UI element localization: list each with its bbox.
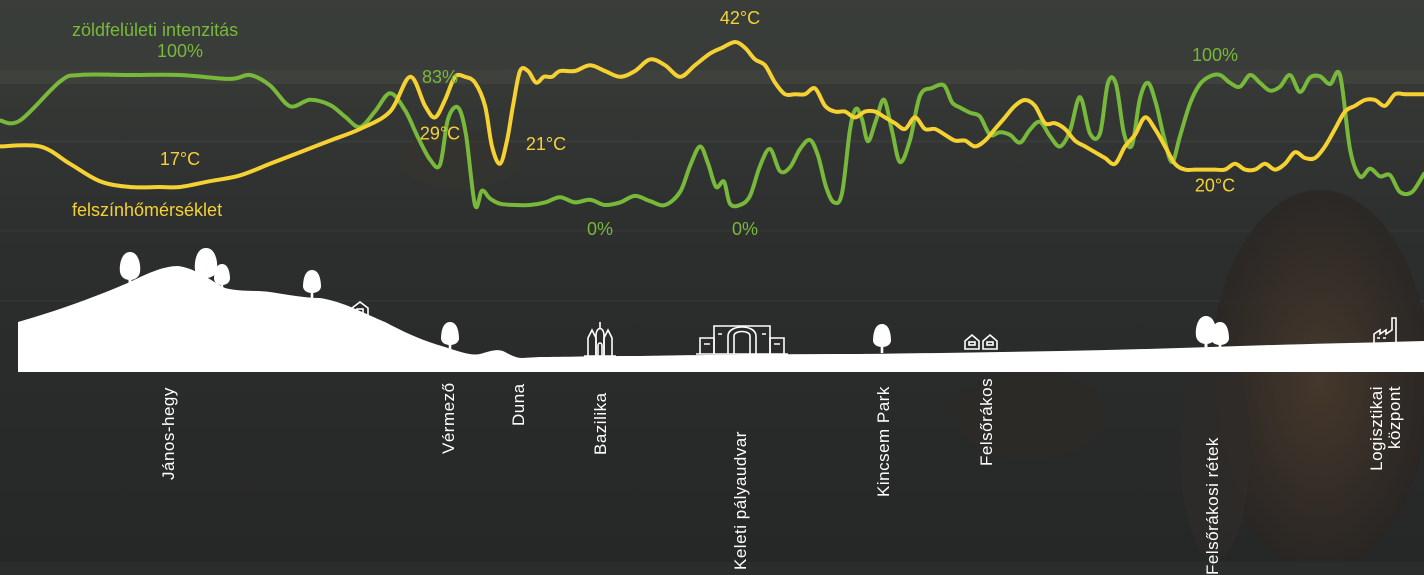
tree-icon	[441, 322, 459, 351]
factory-icon	[1373, 317, 1397, 347]
data-label: 0%	[587, 219, 613, 239]
place-bazilika: Bazilika	[591, 392, 610, 455]
place-keleti: Keleti pályaudvar	[731, 431, 750, 570]
data-label: 100%	[1192, 45, 1238, 65]
terrain-profile	[18, 248, 1424, 372]
tree-icon	[303, 270, 321, 299]
place-duna: Duna	[509, 383, 528, 426]
data-label: 20°C	[1195, 176, 1235, 196]
basilica-icon	[584, 322, 616, 357]
house-icon	[351, 301, 369, 319]
legend-green-label: zöldfelületi intenzitás	[72, 20, 239, 40]
place-kincsem: Kincsem Park	[874, 386, 893, 497]
data-label: 17°C	[160, 149, 200, 169]
place-felsorakos: Felsőrákos	[977, 377, 996, 466]
data-label: 29°C	[420, 123, 460, 143]
series-line-yellow	[0, 40, 1424, 190]
line-chart: 100% 83% 0% 0% 100% 17°C 29°C 21°C 42°C 20°C	[0, 8, 1424, 239]
railway-station-icon	[696, 325, 788, 355]
house-icon	[982, 333, 998, 350]
place-logisztikai: Logisztikai központ	[1367, 386, 1404, 556]
data-label: 0%	[732, 219, 758, 239]
series-line-green	[0, 69, 1424, 210]
place-logisztikai-line1: Logisztikai	[1367, 386, 1386, 471]
tree-icon	[119, 252, 141, 286]
place-felsorakosi-retek: Felsőrákosi rétek	[1203, 437, 1222, 575]
background-photo	[0, 0, 1424, 562]
house-icon	[964, 333, 980, 350]
data-label: 21°C	[526, 134, 566, 154]
tree-icon	[194, 248, 218, 284]
data-label: 83%	[422, 67, 458, 87]
place-logisztikai-line2: központ	[1385, 386, 1404, 450]
tree-icon	[1211, 322, 1229, 351]
tree-icon	[214, 264, 230, 290]
legend-yellow-label: felszínhőmérséklet	[72, 200, 223, 220]
data-label: 100%	[157, 41, 203, 61]
data-label: 42°C	[720, 8, 760, 28]
place-vermezo: Vérmező	[439, 382, 458, 454]
terrain-silhouette	[18, 266, 1424, 372]
tree-icon	[873, 324, 891, 353]
place-janos-hegy: János-hegy	[159, 387, 178, 480]
